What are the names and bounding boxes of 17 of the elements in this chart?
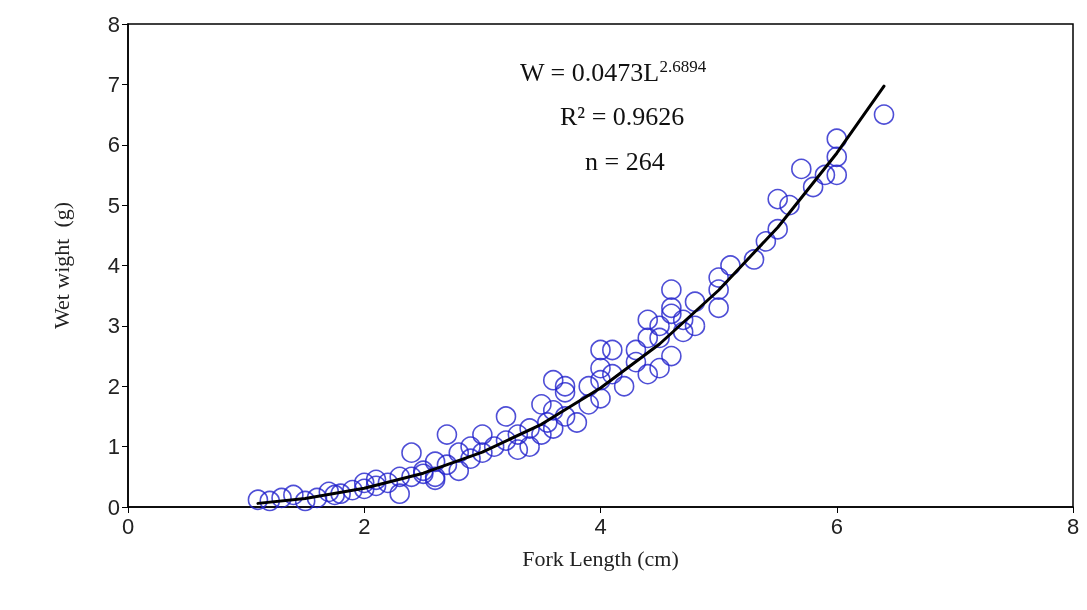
y-tick-label: 8: [107, 11, 120, 37]
y-tick-label: 0: [107, 494, 120, 520]
y-tick-label: 5: [107, 192, 120, 218]
x-tick-label: 2: [358, 513, 371, 539]
y-tick-label: 7: [107, 71, 120, 97]
y-tick-label: 6: [107, 132, 120, 158]
x-tick-label: 4: [594, 513, 607, 539]
y-tick-label: 2: [107, 373, 120, 399]
y-tick-label: 3: [107, 313, 120, 339]
x-tick-label: 6: [830, 513, 843, 539]
annotation: n = 264: [585, 146, 665, 176]
x-axis-title: Fork Length (cm): [522, 545, 679, 571]
y-tick-label: 4: [107, 253, 120, 278]
y-axis-title: Wet wight (g): [48, 201, 74, 330]
x-tick-label: 8: [1066, 513, 1080, 539]
annotation: R² = 0.9626: [560, 101, 685, 131]
y-tick-label: 1: [107, 434, 120, 460]
